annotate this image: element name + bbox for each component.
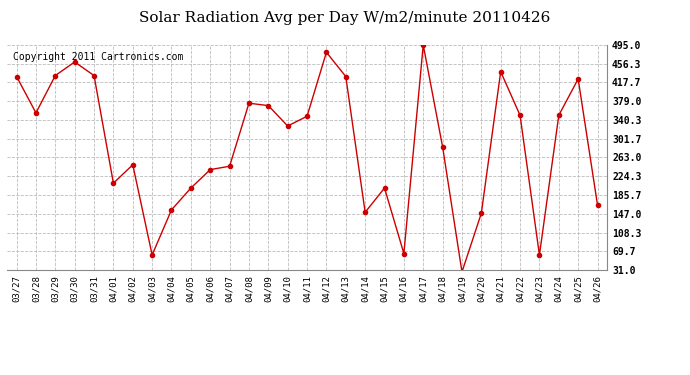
Text: Copyright 2011 Cartronics.com: Copyright 2011 Cartronics.com bbox=[13, 52, 184, 62]
Text: Solar Radiation Avg per Day W/m2/minute 20110426: Solar Radiation Avg per Day W/m2/minute … bbox=[139, 11, 551, 25]
